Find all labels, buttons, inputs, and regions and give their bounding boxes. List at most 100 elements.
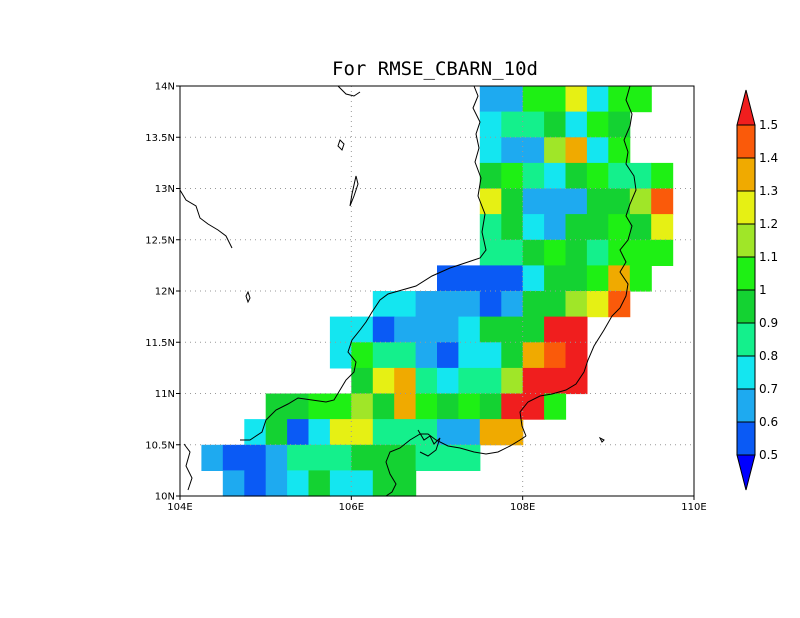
colorbar-label: 0.5 — [759, 448, 778, 462]
heatmap-cell — [329, 444, 352, 471]
heatmap-cell — [608, 291, 631, 318]
x-tick-label: 104E — [167, 502, 192, 513]
heatmap-cell — [372, 470, 395, 497]
heatmap-cell — [522, 316, 545, 343]
heatmap-cell — [458, 367, 481, 395]
heatmap-cells — [201, 86, 674, 497]
colorbar-label: 1.2 — [759, 217, 778, 231]
heatmap-cell — [437, 291, 459, 318]
heatmap-cell — [351, 419, 374, 446]
heatmap-cell — [586, 188, 609, 215]
y-tick-label: 11N — [155, 389, 175, 400]
heatmap-cell — [522, 137, 545, 164]
heatmap-cell — [394, 316, 417, 343]
chart-title: For RMSE_CBARN_10d — [332, 58, 538, 80]
heatmap-cell — [501, 188, 524, 215]
heatmap-cell — [201, 444, 224, 471]
heatmap-cell — [544, 188, 567, 215]
heatmap-cell — [458, 291, 481, 318]
heatmap-cell — [629, 239, 652, 266]
heatmap-cell — [522, 111, 545, 138]
heatmap-cell — [244, 444, 267, 471]
heatmap-cell — [394, 367, 417, 395]
x-axis-ticks: 104E 106E 108E 110E — [167, 496, 707, 513]
coastline-east — [519, 85, 637, 437]
heatmap-cell — [479, 214, 502, 241]
y-tick-label: 14N — [155, 82, 175, 93]
colorbar-label: 1.4 — [759, 151, 778, 165]
heatmap-cell — [565, 162, 588, 190]
heatmap-cell — [308, 470, 331, 497]
heatmap-cell — [544, 316, 567, 343]
heatmap-cell — [222, 470, 245, 497]
island-4 — [598, 436, 605, 443]
heatmap-cell — [501, 316, 524, 343]
heatmap-cell — [351, 316, 374, 343]
island-1 — [337, 139, 345, 151]
heatmap-cell — [501, 111, 524, 138]
heatmap-cell — [287, 444, 310, 471]
heatmap-cell — [586, 137, 609, 164]
heatmap-cell — [522, 239, 545, 266]
heatmap-cell — [479, 188, 502, 215]
heatmap-cell — [287, 419, 310, 446]
heatmap-cell — [222, 444, 245, 471]
heatmap-cell — [479, 239, 502, 266]
colorbar-label: 0.7 — [759, 382, 778, 396]
heatmap-cell — [565, 265, 588, 292]
heatmap-cell — [565, 239, 588, 266]
coastline-vietnam — [240, 85, 487, 441]
colorbar: 0.5 0.6 0.7 0.8 0.9 1 1.1 1.2 1.3 1.4 1.5 — [736, 89, 778, 491]
colorbar-label: 1.5 — [759, 118, 778, 132]
heatmap-cell — [651, 188, 674, 215]
heatmap-cell — [415, 419, 438, 446]
heatmap-cell — [351, 470, 374, 497]
heatmap-cell — [415, 444, 438, 471]
heatmap-cell — [586, 265, 609, 292]
y-axis-ticks: 10N 10.5N 11N 11.5N 12N 12.5N 13N 13.5N 14N — [145, 82, 180, 503]
heatmap-cell — [629, 188, 652, 215]
colorbar-segment — [736, 322, 756, 357]
heatmap-cell — [565, 137, 588, 164]
heatmap-cell — [308, 393, 331, 420]
heatmap-cell — [479, 86, 502, 113]
heatmap-cell — [544, 342, 567, 369]
heatmap-cell — [629, 86, 652, 113]
heatmap-cell — [329, 419, 352, 446]
heatmap-cell — [501, 367, 524, 395]
heatmap-cell — [522, 188, 545, 215]
heatmap-cell — [586, 162, 609, 190]
heatmap-cell — [458, 419, 481, 446]
heatmap-cell — [608, 188, 631, 215]
heatmap-cell — [415, 393, 438, 420]
heatmap-cell — [522, 265, 545, 292]
heatmap-cell — [415, 316, 438, 343]
y-tick-label: 12N — [155, 287, 175, 298]
heatmap-cell — [479, 137, 502, 164]
x-tick-label: 110E — [681, 502, 706, 513]
colorbar-segment — [736, 190, 756, 225]
heatmap-cell — [437, 419, 459, 446]
heatmap-cell — [458, 393, 481, 420]
colorbar-label: 0.8 — [759, 349, 778, 363]
heatmap-cell — [544, 239, 567, 266]
heatmap-cell — [544, 86, 567, 113]
heatmap-cell — [586, 214, 609, 241]
heatmap-cell — [565, 291, 588, 318]
heatmap-cell — [501, 342, 524, 369]
heatmap-cell — [501, 214, 524, 241]
heatmap-cell — [544, 162, 567, 190]
colorbar-segment — [736, 223, 756, 258]
heatmap-cell — [329, 470, 352, 497]
heatmap-cell — [501, 137, 524, 164]
heatmap-cell — [351, 342, 374, 369]
heatmap-cell — [287, 470, 310, 497]
colorbar-label: 0.9 — [759, 316, 778, 330]
coastline-cambodia-west — [179, 189, 233, 249]
heatmap-cell — [522, 393, 545, 420]
heatmap-cell — [458, 265, 481, 292]
heatmap-cell — [629, 214, 652, 241]
heatmap-cell — [437, 393, 459, 420]
island-2 — [349, 175, 359, 207]
heatmap-cell — [437, 444, 459, 471]
